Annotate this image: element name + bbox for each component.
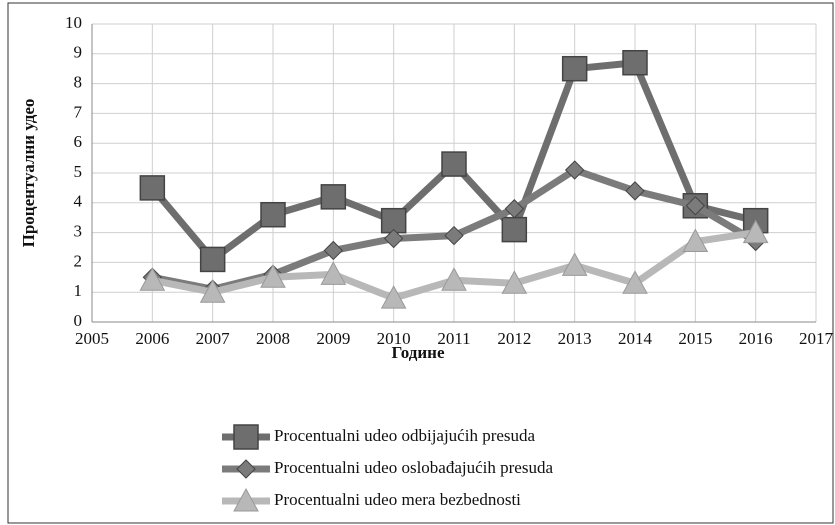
marker xyxy=(564,160,585,180)
marker xyxy=(441,151,467,177)
marker xyxy=(320,184,347,210)
y-tick-label: 5 xyxy=(74,162,83,181)
y-tick-label: 7 xyxy=(74,102,83,121)
x-tick-label: 2017 xyxy=(799,329,834,348)
marker xyxy=(622,270,648,294)
marker xyxy=(236,459,256,479)
marker xyxy=(501,216,528,243)
marker xyxy=(622,49,648,76)
x-tick-label: 2011 xyxy=(437,329,470,348)
x-tick-label: 2015 xyxy=(678,329,712,348)
marker xyxy=(260,264,286,288)
marker xyxy=(444,225,464,246)
x-tick-label: 2006 xyxy=(135,329,169,348)
marker xyxy=(682,228,709,253)
y-tick-label: 8 xyxy=(74,73,83,92)
marker xyxy=(323,240,344,261)
legend-label: Procentualni udeo oslobađajućih presuda xyxy=(274,458,553,477)
y-tick-label: 9 xyxy=(74,43,83,62)
marker xyxy=(380,285,407,309)
y-tick-label: 2 xyxy=(74,251,83,270)
marker xyxy=(501,270,528,294)
chart-frame xyxy=(7,2,834,524)
x-axis-label: Године xyxy=(391,343,445,362)
marker xyxy=(504,199,525,219)
marker xyxy=(233,424,259,450)
x-tick-label: 2007 xyxy=(196,329,231,348)
x-tick-label: 2013 xyxy=(558,329,592,348)
marker xyxy=(139,175,166,201)
marker xyxy=(199,246,226,273)
legend-label: Procentualni udeo mera bezbednosti xyxy=(274,490,521,509)
x-tick-label: 2016 xyxy=(739,329,773,348)
y-tick-label: 4 xyxy=(74,192,83,211)
marker xyxy=(561,252,588,276)
y-tick-label: 10 xyxy=(65,13,82,32)
x-tick-label: 2009 xyxy=(316,329,350,348)
marker xyxy=(625,181,645,201)
x-tick-label: 2008 xyxy=(256,329,290,348)
marker xyxy=(561,55,588,82)
y-axis-label: Процентуални удео xyxy=(19,99,38,248)
y-tick-label: 3 xyxy=(74,222,83,241)
marker xyxy=(380,207,407,234)
marker xyxy=(260,201,286,228)
y-tick-label: 0 xyxy=(74,311,83,330)
marker xyxy=(742,219,769,244)
marker xyxy=(199,279,226,303)
legend-label: Procentualni udeo odbijajućih presuda xyxy=(274,426,536,445)
x-tick-label: 2012 xyxy=(497,329,531,348)
marker xyxy=(685,196,706,216)
marker xyxy=(233,487,259,512)
x-tick-label: 2010 xyxy=(377,329,411,348)
marker xyxy=(139,267,166,291)
marker xyxy=(383,228,404,249)
x-tick-label: 2005 xyxy=(75,329,109,348)
y-tick-label: 6 xyxy=(74,132,83,151)
marker xyxy=(441,267,467,291)
x-tick-label: 2014 xyxy=(618,329,653,348)
marker xyxy=(320,261,347,285)
y-tick-label: 1 xyxy=(74,281,83,300)
